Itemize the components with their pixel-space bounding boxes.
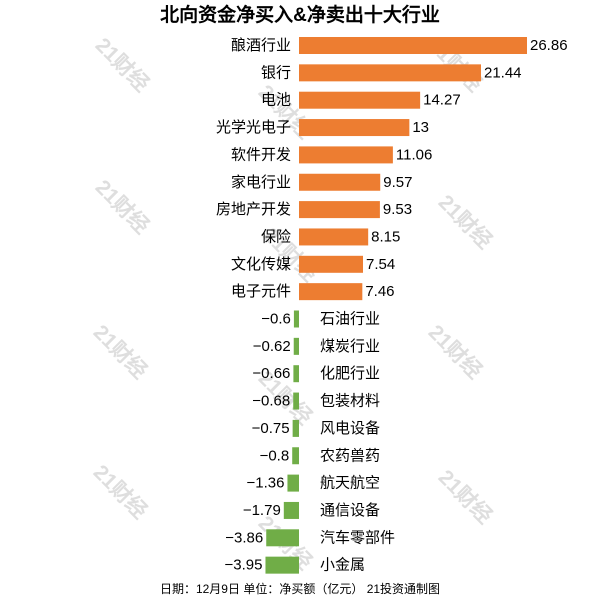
category-label-15: 风电设备 <box>320 420 380 437</box>
category-label-12: 煤炭行业 <box>320 338 380 355</box>
bar-19 <box>266 529 299 547</box>
category-label-7: 房地产开发 <box>216 201 291 218</box>
bar-14 <box>293 392 299 410</box>
bar-1 <box>299 37 527 54</box>
category-label-1: 酿酒行业 <box>231 37 291 54</box>
watermark: 21财经 <box>89 320 152 383</box>
footnote-source: 21投资通制图 <box>366 582 441 596</box>
category-label-10: 电子元件 <box>231 283 291 300</box>
watermark: 21财经 <box>91 33 154 96</box>
bar-2 <box>299 64 481 82</box>
watermark: 21财经 <box>91 175 154 238</box>
category-label-18: 通信设备 <box>320 502 380 519</box>
category-label-6: 家电行业 <box>231 174 291 191</box>
category-label-16: 农药兽药 <box>320 447 380 464</box>
value-label-13: −0.66 <box>252 365 290 382</box>
chart-footnote: 日期：12月9日 单位：净买额（亿元） 21投资通制图 <box>0 581 600 597</box>
category-label-5: 软件开发 <box>231 146 291 163</box>
watermark: 21财经 <box>424 320 487 383</box>
category-label-11: 石油行业 <box>320 311 380 328</box>
category-label-17: 航天航空 <box>320 475 380 492</box>
value-label-20: −3.95 <box>225 557 263 574</box>
category-label-8: 保险 <box>261 228 291 245</box>
value-label-19: −3.86 <box>225 529 263 546</box>
value-label-15: −0.75 <box>252 420 290 437</box>
category-label-2: 银行 <box>261 64 291 81</box>
value-label-8: 8.15 <box>371 228 400 245</box>
value-label-12: −0.62 <box>253 338 291 355</box>
value-label-3: 14.27 <box>423 92 461 109</box>
category-label-9: 文化传媒 <box>231 256 291 273</box>
bar-9 <box>299 255 364 273</box>
watermark: 21财经 <box>434 465 497 528</box>
category-label-13: 化肥行业 <box>320 365 380 382</box>
bar-15 <box>292 419 299 437</box>
bar-17 <box>287 474 299 492</box>
bar-20 <box>265 556 299 574</box>
chart-marks: 酿酒行业 26.86 银行 21.44 电池 14.27 光学光电子 13 软件开发 11.06 家… <box>216 37 568 574</box>
bar-18 <box>283 501 299 519</box>
value-label-6: 9.57 <box>383 174 412 191</box>
value-label-16: −0.8 <box>260 447 290 464</box>
value-label-17: −1.36 <box>246 475 284 492</box>
category-label-14: 包装材料 <box>320 393 380 410</box>
bar-4 <box>299 119 410 137</box>
bar-11 <box>293 310 299 328</box>
bar-10 <box>299 283 363 301</box>
bar-13 <box>293 365 299 383</box>
category-label-19: 汽车零部件 <box>320 529 395 546</box>
bar-16 <box>292 447 299 465</box>
category-label-4: 光学光电子 <box>216 119 291 136</box>
bar-12 <box>293 337 299 355</box>
category-label-20: 小金属 <box>320 557 365 574</box>
footnote-date: 日期：12月9日 <box>159 582 240 596</box>
bar-6 <box>299 173 381 191</box>
value-label-9: 7.54 <box>366 256 395 273</box>
value-label-7: 9.53 <box>383 201 412 218</box>
value-label-18: −1.79 <box>243 502 281 519</box>
bar-5 <box>299 146 393 164</box>
watermark: 21财经 <box>434 190 497 253</box>
category-label-3: 电池 <box>261 92 291 109</box>
watermark: 21财经 <box>89 460 152 523</box>
value-label-4: 13 <box>412 119 429 136</box>
value-label-2: 21.44 <box>484 64 522 81</box>
value-label-11: −0.6 <box>261 311 291 328</box>
value-label-5: 11.06 <box>396 146 432 163</box>
bar-7 <box>299 201 380 219</box>
value-label-10: 7.46 <box>365 283 394 300</box>
footnote-unit: 单位：净买额（亿元） <box>243 582 364 596</box>
chart-title: 北向资金净买入&净卖出十大行业 <box>160 5 440 26</box>
value-label-1: 26.86 <box>530 37 568 54</box>
bar-3 <box>299 91 421 109</box>
bar-8 <box>299 228 369 246</box>
value-label-14: −0.68 <box>252 393 290 410</box>
